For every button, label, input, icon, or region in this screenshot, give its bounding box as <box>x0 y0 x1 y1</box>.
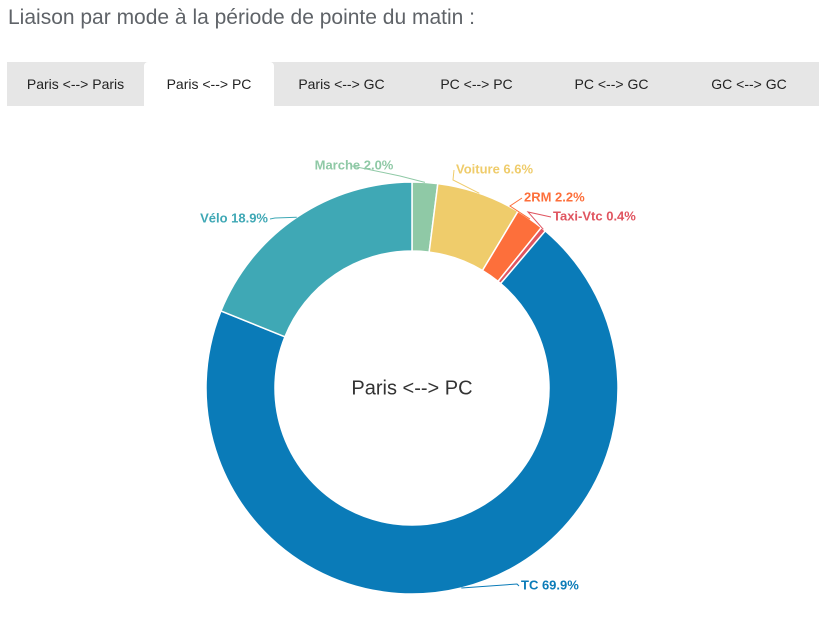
data-label-taxi-vtc: Taxi-Vtc 0.4% <box>553 208 636 223</box>
tab-pc-pc[interactable]: PC <--> PC <box>440 76 513 92</box>
data-label-tc: TC 69.9% <box>521 577 579 592</box>
tab-bar: Paris <--> Paris Paris <--> PC Paris <--… <box>7 62 819 106</box>
connector-marche <box>351 165 426 183</box>
donut-labels: Marche 2.0% Voiture 6.6% 2RM 2.2% Taxi-Vtc … <box>200 157 636 592</box>
donut-chart: Marche 2.0% Voiture 6.6% 2RM 2.2% Taxi-Vtc … <box>200 157 636 595</box>
data-label-2rm: 2RM 2.2% <box>524 189 585 204</box>
tab-pc-gc[interactable]: PC <--> GC <box>574 76 649 92</box>
donut-center-label: Paris <--> PC <box>351 377 472 399</box>
tab-paris-gc[interactable]: Paris <--> GC <box>298 76 385 92</box>
connector-tc <box>461 583 520 589</box>
connector-taxi-vtc <box>526 211 552 230</box>
tab-paris-pc[interactable]: Paris <--> PC <box>144 62 274 106</box>
page-heading: Liaison par mode à la période de pointe … <box>8 6 475 29</box>
slice-tc[interactable] <box>205 229 619 595</box>
tab-paris-paris[interactable]: Paris <--> Paris <box>26 76 125 92</box>
data-label-voiture: Voiture 6.6% <box>456 161 534 176</box>
data-label-marche: Marche 2.0% <box>315 157 394 172</box>
donut-slices <box>205 181 619 595</box>
connector-2rm <box>509 197 531 220</box>
tab-gc-gc[interactable]: GC <--> GC <box>711 76 787 92</box>
connector-voiture <box>452 169 480 194</box>
data-label-v-lo: Vélo 18.9% <box>200 210 268 225</box>
connector-v-lo <box>269 216 297 220</box>
slice-v-lo[interactable] <box>219 181 413 338</box>
